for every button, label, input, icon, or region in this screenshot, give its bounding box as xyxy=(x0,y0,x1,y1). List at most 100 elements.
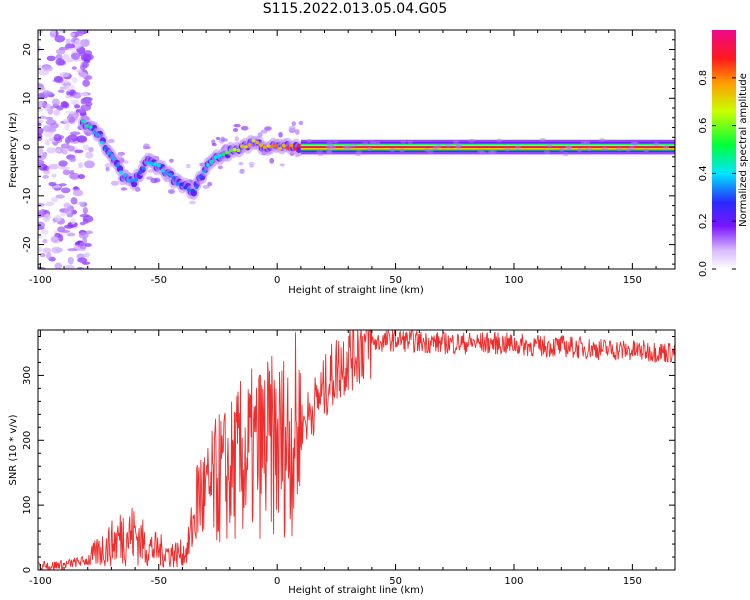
snr-y-tick-label: 100 xyxy=(22,496,33,515)
spectrogram-noise-blob xyxy=(65,264,75,269)
spectrogram-noise-blob xyxy=(72,92,82,99)
spectrogram-ridge-core xyxy=(224,150,229,155)
spectrogram-noise-blob xyxy=(38,127,44,135)
snr-y-tick-label: 300 xyxy=(22,366,33,385)
spectrogram-noise-blob xyxy=(586,147,593,152)
spectrogram-noise-blob xyxy=(269,157,275,164)
spectrogram-noise-blob xyxy=(123,160,129,164)
spectrogram-noise-blob xyxy=(44,201,55,207)
spectrogram-noise-blob xyxy=(110,180,119,186)
spectrogram-noise-blob xyxy=(389,148,396,153)
spectrogram-noise-blob xyxy=(54,35,66,43)
spectrogram-ridge-core xyxy=(198,174,203,179)
spectrogram-noise-blob xyxy=(239,168,245,174)
spectrogram-ridge-core xyxy=(84,124,89,128)
spectrogram-ridge-core xyxy=(111,156,116,161)
spectrogram-noise-blob xyxy=(74,104,81,109)
spectrogram-noise-blob xyxy=(54,214,62,222)
spectrogram-ridge-core xyxy=(281,143,286,148)
spectrogram-noise-blob xyxy=(477,149,484,154)
spectrogram-noise-blob xyxy=(332,139,339,144)
spectrogram-noise-blob xyxy=(362,141,369,146)
spectrogram-noise-blob xyxy=(546,143,553,148)
spectrogram-x-axis-label: Height of straight line (km) xyxy=(288,285,424,296)
spectrogram-noise-blob xyxy=(44,103,53,112)
spectrogram-noise-blob xyxy=(85,151,94,159)
spectrogram-noise-blob xyxy=(82,261,91,265)
spectrogram-ridge-core xyxy=(134,177,139,182)
spectrogram-x-tick-label: 150 xyxy=(623,275,642,286)
spectrogram-noise-blob xyxy=(400,139,407,144)
spectrogram-noise-blob xyxy=(42,247,52,254)
snr-x-tick-label: 0 xyxy=(274,576,280,587)
spectrogram-noise-blob xyxy=(328,143,335,148)
spectrogram-y-tick-label: 0 xyxy=(22,144,33,150)
spectrogram-noise-blob xyxy=(354,152,361,157)
spectrogram-ridge-core xyxy=(247,142,252,147)
colorbar-tick-label: 0.6 xyxy=(698,118,709,134)
spectrogram-noise-blob xyxy=(77,174,86,180)
spectrogram-noise-blob xyxy=(66,232,76,237)
spectrogram-noise-blob xyxy=(168,158,174,163)
spectrogram-noise-blob xyxy=(42,91,54,96)
spectrogram-noise-blob xyxy=(260,129,268,134)
spectrogram-ridge-core xyxy=(296,143,301,148)
spectrogram-noise-blob xyxy=(77,162,84,169)
spectrogram-noise-blob xyxy=(70,52,81,60)
spectrogram-noise-blob xyxy=(77,257,88,263)
spectrogram-noise-blob xyxy=(51,173,57,178)
spectrogram-ridge-core xyxy=(99,140,104,145)
snr-x-tick-label: -100 xyxy=(29,576,52,587)
spectrogram-ridge-core xyxy=(179,182,184,187)
snr-panel: -100 -50 0 50 100 150 0 100 200 300 Height of str… xyxy=(8,329,676,596)
spectrogram-noise-blob xyxy=(427,150,434,155)
spectrogram-ridge-core xyxy=(175,182,180,186)
chart-title: S115.2022.013.05.04.G05 xyxy=(262,1,448,17)
spectrogram-ridge-core xyxy=(259,143,264,147)
spectrogram-noise-blob xyxy=(487,150,494,155)
spectrogram-noise-blob xyxy=(38,87,46,91)
spectrogram-noise-blob xyxy=(55,149,61,153)
spectrogram-noise-blob xyxy=(143,143,150,148)
spectrogram-ridge-core xyxy=(107,151,112,155)
spectrogram-noise-blob xyxy=(217,165,223,170)
spectrogram-noise-blob xyxy=(38,234,43,239)
snr-x-tick-label: 50 xyxy=(389,576,402,587)
spectrogram-noise-blob xyxy=(79,39,90,48)
spectrogram-noise-blob xyxy=(374,141,381,146)
spectrogram-noise-blob xyxy=(82,215,94,223)
spectrogram-ridge-core xyxy=(88,125,93,129)
spectrogram-y-tick-label: -10 xyxy=(22,188,33,204)
spectrogram-noise-blob xyxy=(468,138,475,143)
spectrogram-ridge-core xyxy=(213,155,218,160)
spectrogram-ridge-core xyxy=(152,162,157,166)
spectrogram-noise-blob xyxy=(38,154,46,161)
spectrogram-noise-blob xyxy=(76,266,84,269)
spectrogram-noise-blob xyxy=(55,194,65,199)
spectrogram-noise-blob xyxy=(59,30,67,34)
spectrogram-ridge-core xyxy=(278,146,283,151)
spectrogram-noise-blob xyxy=(78,71,88,78)
spectrogram-noise-blob xyxy=(38,100,46,108)
spectrogram-noise-blob xyxy=(45,116,54,120)
spectrogram-noise-blob xyxy=(601,146,608,151)
spectrogram-y-tick-label: -20 xyxy=(22,236,33,252)
spectrogram-ridge-core xyxy=(130,178,135,183)
snr-x-tick-label: 100 xyxy=(504,576,523,587)
colorbar-tick-label: 0.8 xyxy=(698,70,709,86)
spectrogram-noise-blob xyxy=(82,61,90,68)
spectrogram-noise-blob xyxy=(38,221,45,229)
spectrogram-ridge-core xyxy=(293,147,298,151)
spectrogram-x-tick-label: 100 xyxy=(504,275,523,286)
spectrogram-x-tick-label: 0 xyxy=(274,275,280,286)
colorbar-tick-label: 0.4 xyxy=(698,165,709,181)
colorbar-gradient xyxy=(712,30,736,269)
spectrogram-noise-blob xyxy=(50,235,59,243)
spectrogram-ridge-core xyxy=(236,148,241,153)
spectrogram-noise-blob xyxy=(630,141,637,146)
spectrogram-ridge-core xyxy=(243,145,248,149)
spectrogram-ridge-core xyxy=(115,163,120,168)
spectrogram-noise-blob xyxy=(67,256,74,265)
spectrogram-noise-blob xyxy=(62,102,70,109)
spectrogram-noise-blob xyxy=(38,70,49,76)
